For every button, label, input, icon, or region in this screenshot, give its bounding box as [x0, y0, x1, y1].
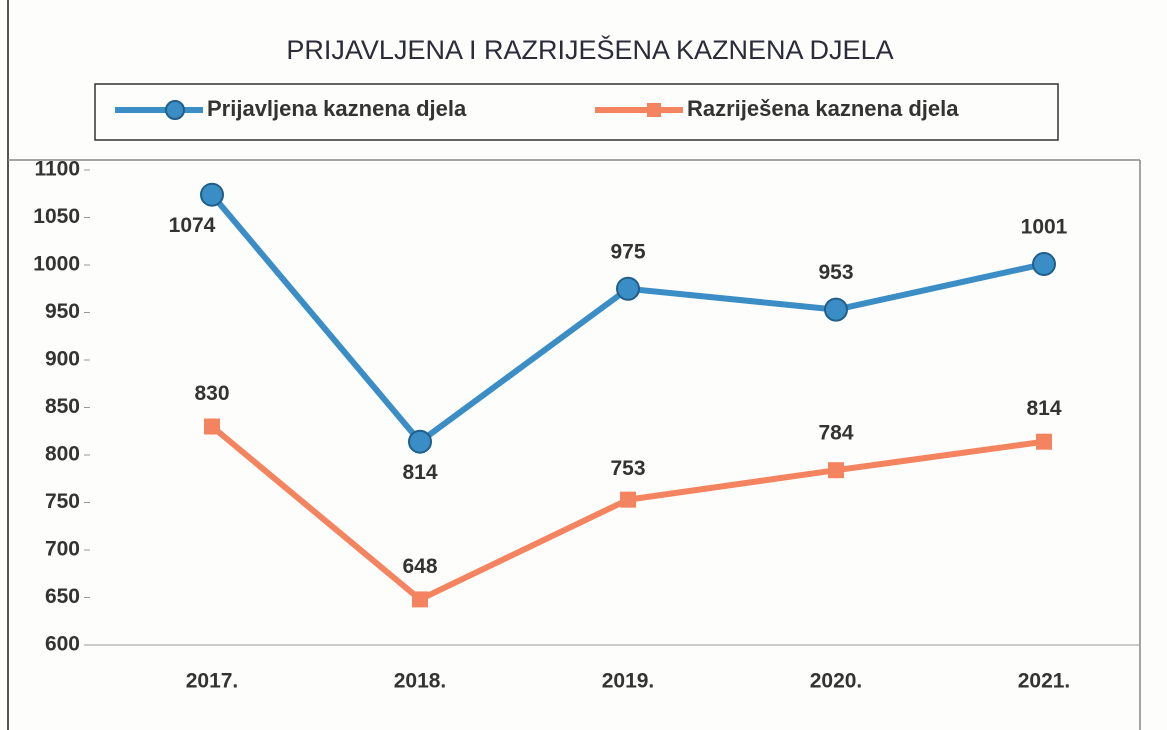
data-label: 814 [402, 461, 437, 484]
marker [1032, 252, 1056, 277]
data-label: 975 [610, 240, 645, 263]
marker [412, 591, 428, 608]
legend-marker [165, 100, 185, 120]
legend-text: Prijavljena kaznena djela [207, 96, 467, 121]
legend-marker [647, 103, 661, 117]
y-tick-label: 1100 [34, 158, 80, 181]
chart-title: PRIJAVLJENA I RAZRIJEŠENA KAZNENA DJELA [286, 34, 893, 65]
marker [1036, 433, 1052, 450]
x-tick-label: 2020. [810, 670, 863, 693]
data-label: 953 [818, 261, 853, 284]
y-tick-label: 1050 [33, 205, 80, 228]
data-label: 830 [194, 382, 229, 405]
marker [828, 462, 844, 479]
y-tick-label: 850 [45, 395, 80, 418]
data-label: 1001 [1021, 216, 1068, 239]
marker [620, 491, 636, 508]
x-tick-label: 2017. [186, 670, 239, 693]
data-label: 1074 [169, 214, 216, 237]
data-label: 814 [1026, 397, 1061, 420]
data-label: 753 [610, 457, 645, 480]
data-label: 784 [818, 422, 853, 445]
marker [824, 297, 848, 322]
y-tick-label: 1000 [33, 253, 80, 276]
data-label: 648 [402, 555, 437, 578]
y-tick-label: 650 [45, 585, 80, 608]
x-tick-label: 2021. [1018, 670, 1071, 693]
x-tick-label: 2019. [602, 670, 655, 693]
legend-text: Razriješena kaznena djela [687, 96, 959, 121]
marker [204, 418, 220, 435]
y-tick-label: 900 [45, 348, 80, 371]
marker [200, 182, 224, 207]
x-tick-label: 2018. [394, 670, 447, 693]
y-tick-label: 800 [45, 443, 80, 466]
legend-box [94, 83, 1059, 141]
y-tick-label: 600 [45, 633, 80, 656]
marker [408, 429, 432, 454]
y-tick-label: 950 [45, 300, 80, 323]
marker [616, 276, 640, 301]
y-tick-label: 750 [45, 490, 80, 513]
y-tick-label: 700 [45, 538, 80, 561]
